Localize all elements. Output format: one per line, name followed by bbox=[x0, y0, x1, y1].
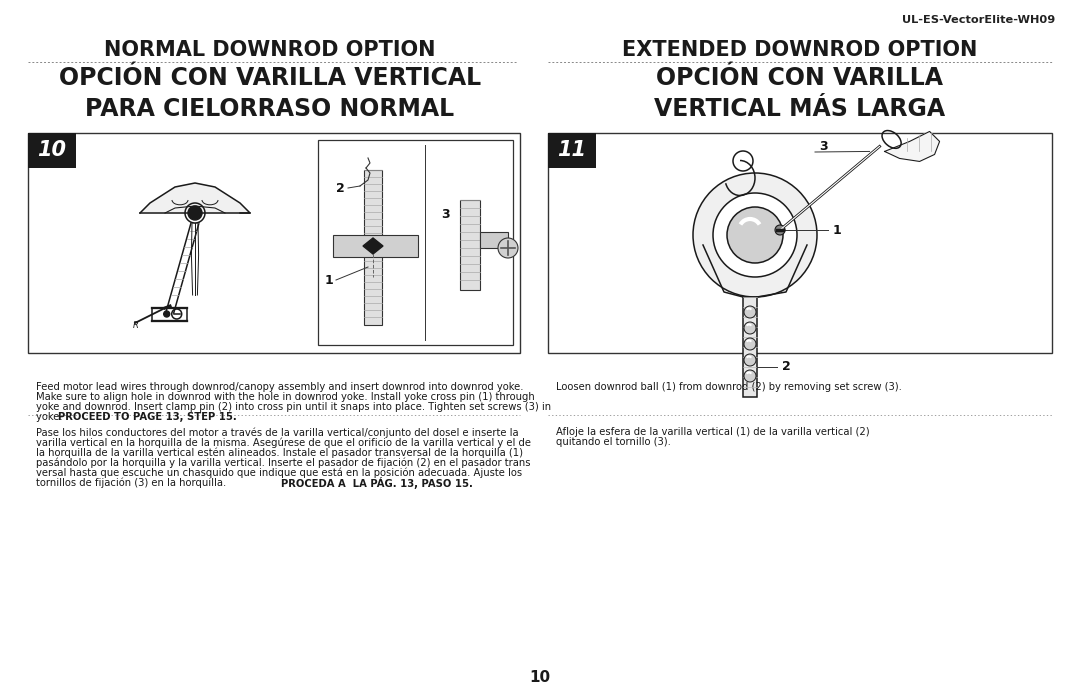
Circle shape bbox=[744, 306, 756, 318]
Text: PROCEDA A  LA PÁG. 13, PASO 15.: PROCEDA A LA PÁG. 13, PASO 15. bbox=[281, 477, 473, 489]
Circle shape bbox=[498, 238, 518, 258]
Text: Pase los hilos conductores del motor a través de la varilla vertical/conjunto de: Pase los hilos conductores del motor a t… bbox=[36, 427, 518, 438]
Bar bbox=[364, 170, 382, 325]
Text: Feed motor lead wires through downrod/canopy assembly and insert downrod into do: Feed motor lead wires through downrod/ca… bbox=[36, 382, 524, 392]
Text: Afloje la esfera de la varilla vertical (1) de la varilla vertical (2): Afloje la esfera de la varilla vertical … bbox=[556, 427, 869, 437]
Bar bbox=[548, 133, 1052, 353]
Circle shape bbox=[775, 225, 785, 235]
Circle shape bbox=[693, 173, 816, 297]
Text: yoke.: yoke. bbox=[36, 412, 66, 422]
Text: EXTENDED DOWNROD OPTION: EXTENDED DOWNROD OPTION bbox=[622, 40, 977, 60]
Text: 2: 2 bbox=[336, 181, 345, 195]
Bar bbox=[318, 140, 513, 345]
Bar bbox=[480, 232, 508, 248]
Circle shape bbox=[744, 338, 756, 350]
Bar bbox=[548, 133, 596, 168]
Text: tornillos de fijación (3) en la horquilla.: tornillos de fijación (3) en la horquill… bbox=[36, 477, 229, 487]
Polygon shape bbox=[885, 131, 940, 161]
Text: PROCEED TO PAGE 13, STEP 15.: PROCEED TO PAGE 13, STEP 15. bbox=[58, 412, 237, 422]
Text: UL-ES-VectorElite-WH09: UL-ES-VectorElite-WH09 bbox=[902, 15, 1055, 25]
Text: VERTICAL MÁS LARGA: VERTICAL MÁS LARGA bbox=[654, 97, 946, 121]
Text: 11: 11 bbox=[557, 140, 586, 161]
Circle shape bbox=[727, 207, 783, 263]
Bar bbox=[333, 235, 418, 257]
Bar bbox=[28, 133, 519, 353]
Text: 2: 2 bbox=[782, 360, 791, 373]
Text: OPCIÓN CON VARILLA VERTICAL: OPCIÓN CON VARILLA VERTICAL bbox=[59, 66, 481, 90]
Circle shape bbox=[164, 311, 170, 317]
Circle shape bbox=[744, 354, 756, 366]
Text: 10: 10 bbox=[38, 140, 67, 161]
Circle shape bbox=[188, 206, 202, 220]
Text: 3: 3 bbox=[441, 209, 449, 221]
Text: PARA CIELORRASO NORMAL: PARA CIELORRASO NORMAL bbox=[85, 97, 455, 121]
Text: quitando el tornillo (3).: quitando el tornillo (3). bbox=[556, 437, 671, 447]
Text: varilla vertical en la horquilla de la misma. Asegúrese de que el orificio de la: varilla vertical en la horquilla de la m… bbox=[36, 437, 531, 447]
Text: pasándolo por la horquilla y la varilla vertical. Inserte el pasador de fijación: pasándolo por la horquilla y la varilla … bbox=[36, 457, 530, 468]
Circle shape bbox=[744, 370, 756, 382]
Text: la horquilla de la varilla vertical estén alineados. Instale el pasador transver: la horquilla de la varilla vertical esté… bbox=[36, 447, 523, 457]
Polygon shape bbox=[140, 183, 249, 213]
Text: yoke and downrod. Insert clamp pin (2) into cross pin until it snaps into place.: yoke and downrod. Insert clamp pin (2) i… bbox=[36, 402, 551, 412]
Text: 1: 1 bbox=[833, 223, 841, 237]
Bar bbox=[28, 133, 76, 168]
Polygon shape bbox=[363, 238, 383, 254]
Text: 3: 3 bbox=[819, 140, 827, 154]
Text: 10: 10 bbox=[529, 670, 551, 685]
Text: NORMAL DOWNROD OPTION: NORMAL DOWNROD OPTION bbox=[105, 40, 435, 60]
Text: 1: 1 bbox=[324, 274, 333, 286]
Bar bbox=[743, 297, 757, 397]
Text: OPCIÓN CON VARILLA: OPCIÓN CON VARILLA bbox=[657, 66, 944, 90]
Text: R: R bbox=[133, 321, 139, 330]
Circle shape bbox=[744, 322, 756, 334]
Text: Make sure to align hole in downrod with the hole in downrod yoke. Install yoke c: Make sure to align hole in downrod with … bbox=[36, 392, 535, 402]
Bar bbox=[460, 200, 480, 290]
Text: versal hasta que escuche un chasquido que indique que está en la posición adecua: versal hasta que escuche un chasquido qu… bbox=[36, 467, 522, 477]
Text: Loosen downrod ball (1) from downrod (2) by removing set screw (3).: Loosen downrod ball (1) from downrod (2)… bbox=[556, 382, 902, 392]
Circle shape bbox=[713, 193, 797, 277]
